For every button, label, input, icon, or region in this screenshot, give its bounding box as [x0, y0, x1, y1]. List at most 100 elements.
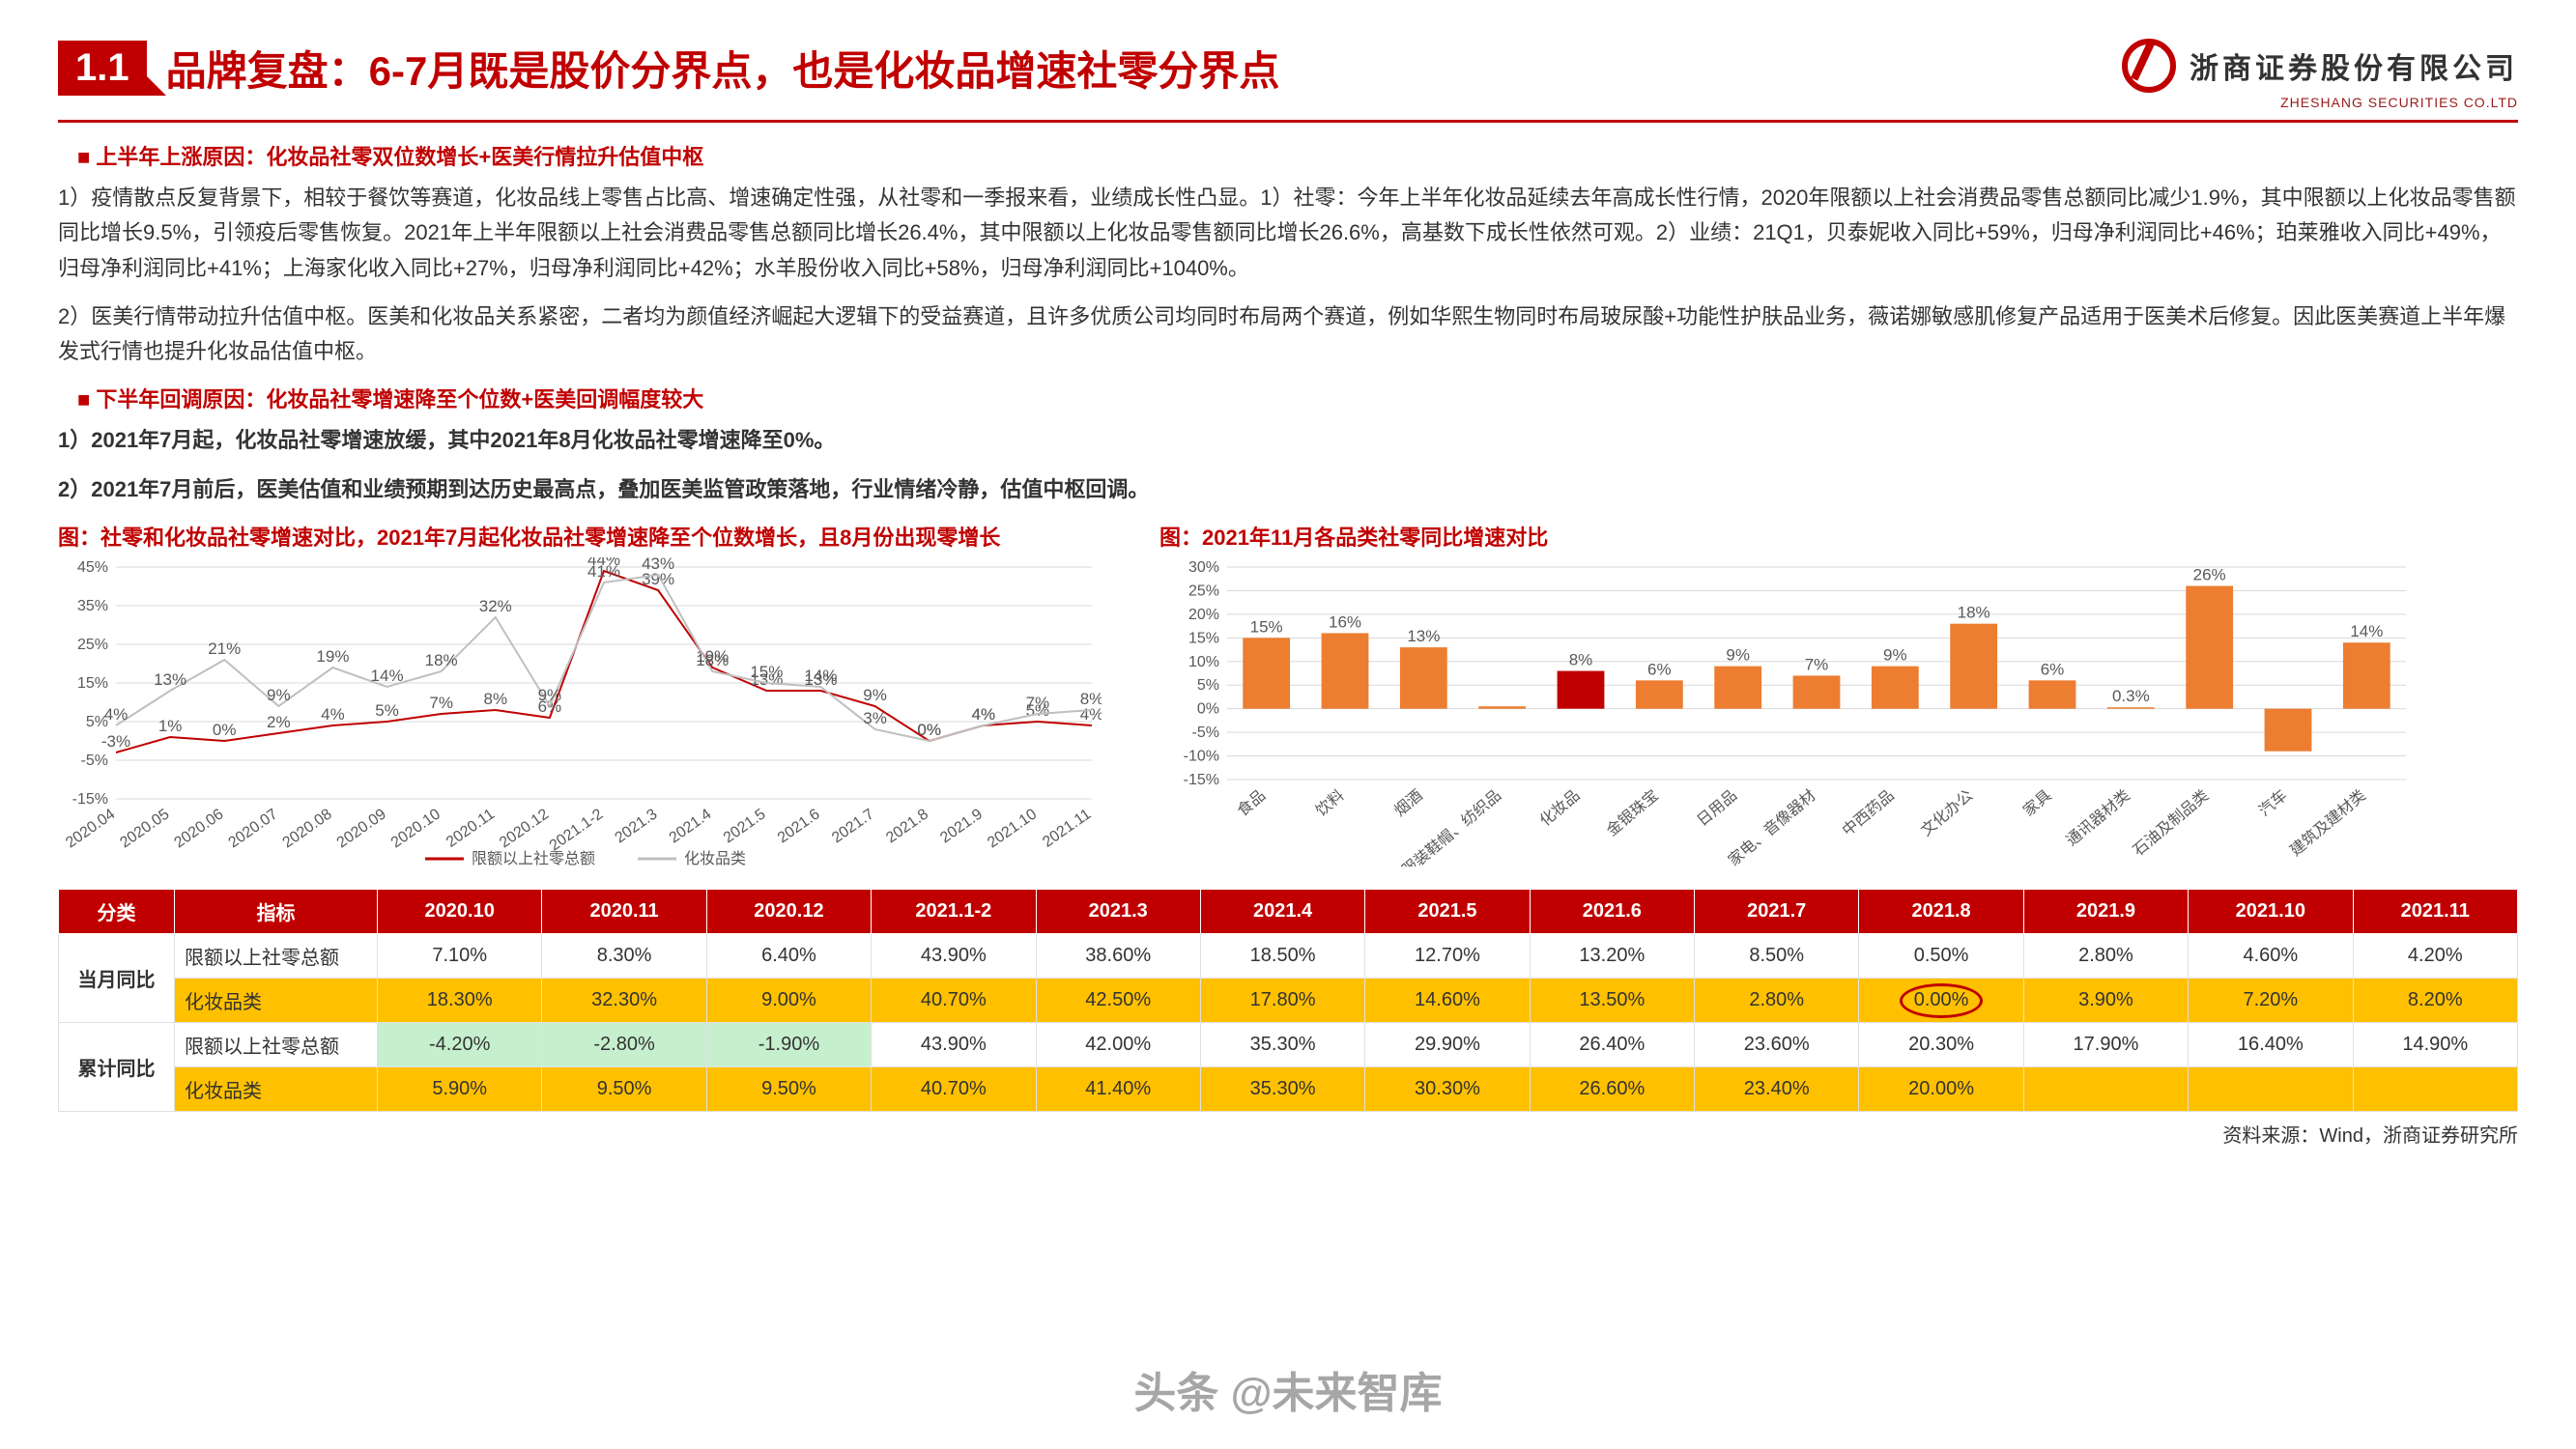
row-metric: 化妆品类 — [175, 979, 378, 1023]
svg-text:5%: 5% — [375, 701, 399, 720]
svg-text:饮料: 饮料 — [1312, 786, 1347, 819]
table-cell: 5.90% — [378, 1067, 542, 1112]
table-cell: 23.60% — [1695, 1023, 1859, 1067]
table-cell: 42.50% — [1036, 979, 1200, 1023]
svg-text:石油及制品类: 石油及制品类 — [2130, 786, 2212, 860]
watermark: 头条 @未来智库 — [1133, 1358, 1442, 1420]
svg-text:建筑及建材类: 建筑及建材类 — [2287, 786, 2369, 860]
table-cell: -4.20% — [378, 1023, 542, 1067]
svg-text:25%: 25% — [77, 637, 108, 653]
svg-text:2020.07: 2020.07 — [225, 806, 280, 851]
source-text: 资料来源：Wind，浙商证券研究所 — [58, 1120, 2518, 1148]
svg-text:烟酒: 烟酒 — [1391, 786, 1426, 819]
svg-text:0%: 0% — [1197, 701, 1219, 718]
svg-text:4%: 4% — [104, 705, 129, 724]
svg-text:2020.09: 2020.09 — [334, 806, 389, 851]
svg-text:18%: 18% — [425, 651, 458, 669]
svg-text:45%: 45% — [77, 559, 108, 576]
table-header: 指标 — [175, 890, 378, 934]
svg-text:2020.06: 2020.06 — [171, 806, 226, 851]
row-metric: 化妆品类 — [175, 1067, 378, 1112]
svg-text:15%: 15% — [1250, 617, 1283, 636]
svg-text:3%: 3% — [863, 709, 887, 727]
chart-2-block: 图：2021年11月各品类社零同比增速对比 -15%-10%-5%0%5%10%… — [1159, 521, 2416, 871]
table-cell: 4.20% — [2353, 934, 2518, 979]
svg-text:2020.10: 2020.10 — [388, 806, 444, 851]
table-header: 分类 — [59, 890, 175, 934]
table-cell: 42.00% — [1036, 1023, 1200, 1067]
svg-text:18%: 18% — [696, 651, 729, 669]
logo-icon — [2122, 39, 2176, 93]
table-cell: 23.40% — [1695, 1067, 1859, 1112]
svg-text:2020.12: 2020.12 — [497, 806, 552, 851]
table-cell: 20.30% — [1859, 1023, 2023, 1067]
table-cell: 8.50% — [1695, 934, 1859, 979]
paragraph-4: 2）2021年7月前后，医美估值和业绩预期到达历史最高点，叠加医美监管政策落地，… — [58, 472, 2518, 507]
table-cell: 43.90% — [872, 934, 1036, 979]
svg-text:0%: 0% — [917, 721, 941, 739]
table-header: 2021.3 — [1036, 890, 1200, 934]
svg-text:2020.04: 2020.04 — [63, 806, 118, 851]
table-cell: 9.50% — [706, 1067, 871, 1112]
table-cell: 40.70% — [872, 979, 1036, 1023]
table-cell: 35.30% — [1200, 1067, 1364, 1112]
paragraph-3: 1）2021年7月起，化妆品社零增速放缓，其中2021年8月化妆品社零增速降至0… — [58, 423, 2518, 458]
section-number: 1.1 — [58, 41, 147, 96]
svg-text:14%: 14% — [2350, 622, 2383, 640]
table-cell: 9.00% — [706, 979, 871, 1023]
svg-text:15%: 15% — [1188, 630, 1219, 646]
page-root: 1.1 品牌复盘：6-7月既是股价分界点，也是化妆品增速社零分界点 浙商证券股份… — [0, 0, 2576, 1167]
table-header: 2020.11 — [542, 890, 706, 934]
svg-text:2021.7: 2021.7 — [829, 806, 877, 846]
chart-1: -15%-5%5%15%25%35%45%2020.042020.052020.… — [58, 557, 1102, 867]
svg-text:中西药品: 中西药品 — [1839, 786, 1898, 839]
svg-text:限额以上社零总额: 限额以上社零总额 — [472, 850, 595, 867]
table-cell: 3.90% — [2023, 979, 2188, 1023]
subhead-2: 下半年回调原因：化妆品社零增速降至个位数+医美回调幅度较大 — [58, 383, 2518, 413]
logo-text-cn: 浙商证券股份有限公司 — [2190, 44, 2518, 87]
svg-text:-5%: -5% — [81, 753, 108, 769]
svg-text:-5%: -5% — [1192, 724, 1219, 741]
table-row: 化妆品类5.90%9.50%9.50%40.70%41.40%35.30%30.… — [59, 1067, 2518, 1112]
table-cell: 7.10% — [378, 934, 542, 979]
title-block: 1.1 品牌复盘：6-7月既是股价分界点，也是化妆品增速社零分界点 — [58, 39, 1279, 98]
divider — [58, 120, 2518, 123]
svg-text:汽车: 汽车 — [2255, 786, 2290, 819]
table-cell: 30.30% — [1365, 1067, 1530, 1112]
row-metric: 限额以上社零总额 — [175, 1023, 378, 1067]
svg-text:6%: 6% — [2041, 660, 2065, 678]
table-cell: 26.40% — [1530, 1023, 1694, 1067]
svg-text:-3%: -3% — [101, 732, 130, 751]
svg-text:15%: 15% — [750, 663, 783, 681]
chart-1-block: 图：社零和化妆品社零增速对比，2021年7月起化妆品社零增速降至个位数增长，且8… — [58, 521, 1102, 871]
svg-text:-15%: -15% — [72, 791, 108, 808]
brand-logo: 浙商证券股份有限公司 ZHESHANG SECURITIES CO.LTD — [2122, 39, 2518, 110]
svg-text:14%: 14% — [371, 667, 404, 685]
svg-text:化妆品类: 化妆品类 — [684, 850, 746, 867]
table-cell: 2.80% — [2023, 934, 2188, 979]
page-title: 品牌复盘：6-7月既是股价分界点，也是化妆品增速社零分界点 — [166, 39, 1280, 98]
svg-text:通讯器材类: 通讯器材类 — [2063, 786, 2133, 849]
svg-text:2020.05: 2020.05 — [117, 806, 172, 851]
svg-text:43%: 43% — [642, 557, 674, 573]
table-cell: 6.40% — [706, 934, 871, 979]
svg-text:13%: 13% — [1407, 627, 1440, 645]
table-cell: 4.60% — [2189, 934, 2353, 979]
table-header: 2021.11 — [2353, 890, 2518, 934]
table-header: 2021.6 — [1530, 890, 1694, 934]
table-header: 2021.1-2 — [872, 890, 1036, 934]
svg-text:41%: 41% — [587, 562, 620, 581]
table-cell: 12.70% — [1365, 934, 1530, 979]
table-cell: 32.30% — [542, 979, 706, 1023]
table-cell — [2189, 1067, 2353, 1112]
svg-text:21%: 21% — [208, 639, 241, 658]
table-row: 化妆品类18.30%32.30%9.00%40.70%42.50%17.80%1… — [59, 979, 2518, 1023]
table-cell: 40.70% — [872, 1067, 1036, 1112]
svg-text:9%: 9% — [863, 686, 887, 704]
table-row: 累计同比限额以上社零总额-4.20%-2.80%-1.90%43.90%42.0… — [59, 1023, 2518, 1067]
table-cell: 38.60% — [1036, 934, 1200, 979]
table-cell: 17.80% — [1200, 979, 1364, 1023]
svg-text:6%: 6% — [1647, 660, 1672, 678]
table-cell: 14.60% — [1365, 979, 1530, 1023]
charts-row: 图：社零和化妆品社零增速对比，2021年7月起化妆品社零增速降至个位数增长，且8… — [58, 521, 2518, 871]
